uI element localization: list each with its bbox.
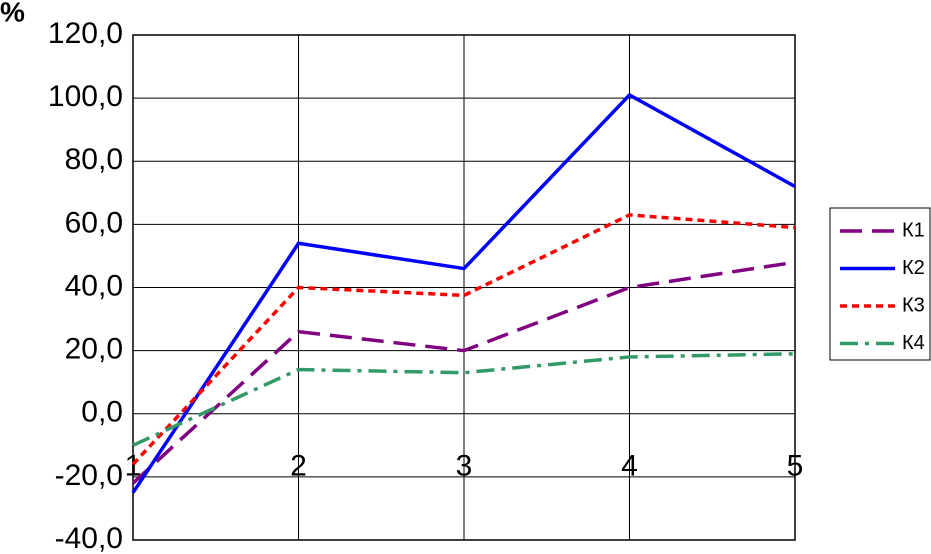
x-tick-label: 3 xyxy=(456,450,473,483)
y-tick-label: 60,0 xyxy=(65,206,123,239)
legend-label: К1 xyxy=(902,219,925,241)
y-tick-label: 20,0 xyxy=(65,333,123,366)
y-tick-label: 80,0 xyxy=(65,143,123,176)
y-tick-label: -40,0 xyxy=(55,522,123,554)
x-tick-label: 4 xyxy=(621,450,638,483)
chart-title: % xyxy=(0,0,25,27)
series-line xyxy=(132,352,796,447)
legend-box xyxy=(829,207,931,361)
x-tick-label: 2 xyxy=(290,450,307,483)
series-line xyxy=(131,213,796,466)
y-tick-label: 100,0 xyxy=(48,80,123,113)
series-line xyxy=(131,92,796,494)
series-line xyxy=(131,260,796,485)
plot-border xyxy=(132,34,796,541)
y-tick-label: 0,0 xyxy=(81,396,123,429)
legend-label: К4 xyxy=(902,332,925,354)
legend-label: К3 xyxy=(902,294,925,316)
y-tick-label: 120,0 xyxy=(48,17,123,50)
y-tick-label: -20,0 xyxy=(55,459,123,492)
y-tick-label: 40,0 xyxy=(65,269,123,302)
legend-label: К2 xyxy=(902,257,925,279)
